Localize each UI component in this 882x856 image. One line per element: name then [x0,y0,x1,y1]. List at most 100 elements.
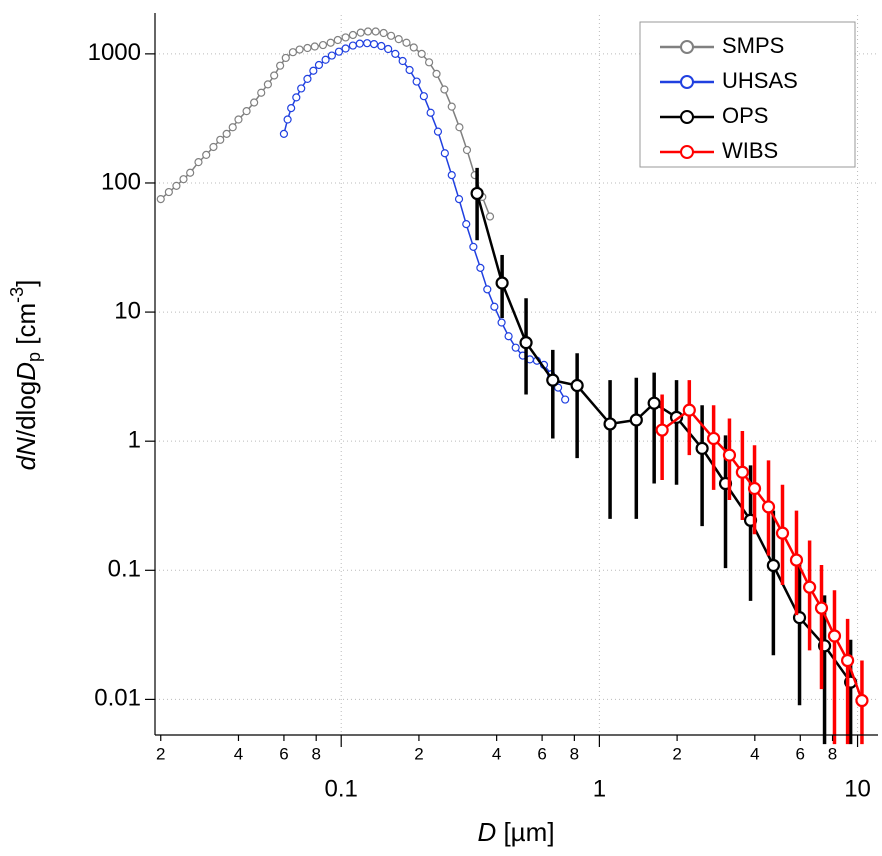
x-tick-label: 1 [593,775,606,802]
y-label-part: p [24,352,44,362]
legend-marker [680,110,694,124]
y-label-part: /dlog [11,381,41,437]
marker [440,85,449,94]
marker [228,123,237,132]
y-tick-label: 1000 [88,39,141,66]
marker [462,145,472,155]
legend-marker [680,75,694,89]
marker [276,61,285,70]
marker [840,653,855,668]
marker [519,336,533,350]
marker [216,135,225,144]
marker [156,195,165,204]
marker [371,27,380,36]
marker [570,378,584,393]
x-tick-label: 0.1 [325,775,358,802]
series-line [475,193,852,683]
x-tick-label: 6 [279,744,288,763]
marker [309,66,318,75]
marker [348,41,358,50]
marker [440,149,449,158]
marker [470,186,484,201]
y-tick-label: 0.1 [108,556,141,583]
marker [497,318,506,327]
marker [447,102,456,111]
y-tick-label: 1 [128,427,141,454]
marker [341,33,350,42]
marker [303,43,312,53]
marker [310,42,319,51]
marker [263,80,272,89]
marker [379,28,388,38]
legend-label: WIBS [722,138,778,163]
marker [341,44,350,53]
marker [419,92,428,101]
marker [270,71,279,80]
marker [348,30,358,40]
x-label-part: [µm] [496,817,554,847]
marker [735,465,749,479]
x-tick-label: 4 [750,744,759,763]
legend-label: OPS [722,103,768,128]
marker [761,500,776,514]
y-label-part: -3 [7,287,27,303]
grid [155,15,878,735]
marker [355,39,364,48]
marker [490,302,499,311]
marker [287,104,296,113]
marker [432,69,441,78]
marker [707,431,721,446]
marker [504,332,513,341]
marker [483,285,492,294]
marker [417,49,426,58]
marker [172,181,181,190]
x-tick-label: 6 [537,744,546,763]
marker [234,115,243,124]
marker [321,55,330,64]
x-label-part: D [477,817,496,847]
marker [775,526,790,540]
marker [647,396,661,410]
marker [766,558,780,573]
marker [377,41,386,51]
x-tick-label: 8 [828,744,837,763]
x-tick-label: 2 [672,744,681,763]
marker [222,129,231,138]
marker [202,150,211,159]
marker [629,413,643,427]
legend: SMPS UHSAS OPS WIBS [660,33,798,163]
marker [409,43,418,52]
marker [279,129,289,138]
marker [426,108,435,117]
marker [655,423,669,437]
y-tick-label: 10 [114,297,141,324]
x-tick-label: 2 [414,744,423,763]
marker [363,27,373,36]
marker [747,481,762,496]
series-line [160,30,491,217]
marker [447,171,456,180]
marker [722,448,737,462]
x-tick-label: 2 [156,744,165,763]
y-label-part: N [11,437,41,456]
marker [682,403,696,417]
marker [384,44,393,54]
marker [288,48,298,57]
marker [327,51,336,60]
marker [326,38,335,47]
marker [398,56,407,66]
y-label-part: ] [11,280,41,287]
marker [425,58,434,67]
marker [511,343,520,352]
marker [209,142,218,152]
marker [412,77,421,86]
marker [603,417,617,431]
legend-label: SMPS [722,33,784,58]
marker [292,93,301,102]
x-axis-label: D [µm] [477,817,554,847]
marker [789,553,804,567]
marker [295,45,304,54]
marker [814,601,829,615]
